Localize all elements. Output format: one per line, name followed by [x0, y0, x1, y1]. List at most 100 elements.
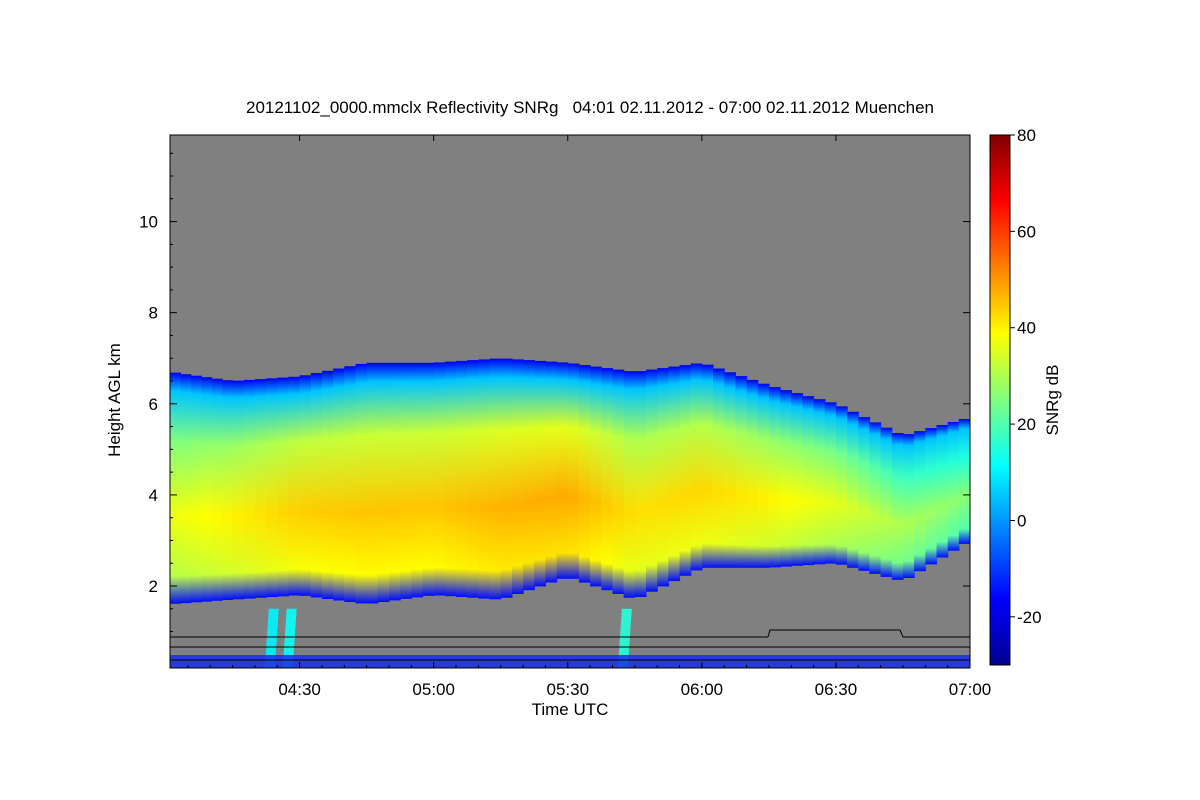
cloud-column — [936, 425, 949, 558]
cloud-column — [511, 359, 524, 594]
cloud-column — [757, 383, 770, 568]
cloud-column — [322, 370, 334, 599]
cloud-column — [925, 428, 938, 565]
colorbar-tick-label: 20 — [1017, 415, 1036, 434]
cloud-column — [891, 433, 904, 580]
cloud-column — [657, 368, 669, 587]
cloud-column — [735, 376, 748, 568]
x-axis: 04:30 05:00 05:30 06:00 06:30 07:00 — [187, 135, 992, 699]
cloud-column — [590, 366, 602, 587]
cloud-column — [201, 377, 213, 602]
cloud-column — [646, 369, 658, 592]
cloud-column — [180, 374, 192, 604]
cloud-column — [478, 359, 491, 599]
plot-frame — [169, 134, 971, 669]
y-tick-label: 2 — [149, 577, 158, 596]
cloud-column — [266, 378, 278, 597]
cloud-column — [243, 379, 256, 599]
cloud-column — [556, 362, 569, 579]
cloud-column — [444, 361, 457, 597]
cloud-layer — [170, 358, 970, 604]
cloud-column — [858, 417, 871, 571]
x-tick-label: 04:30 — [278, 680, 321, 699]
cloud-column — [222, 380, 234, 600]
cloud-column — [366, 362, 379, 604]
cloud-column — [679, 365, 692, 576]
x-tick-label: 06:00 — [681, 680, 724, 699]
cloud-column — [567, 363, 580, 579]
colorbar-tick-label: 40 — [1017, 319, 1036, 338]
cloud-column — [701, 364, 714, 568]
colorbar-tick-label: 60 — [1017, 222, 1036, 241]
cloud-column — [634, 371, 647, 597]
y-tick-label: 4 — [149, 486, 158, 505]
precipitation-streak — [617, 608, 632, 668]
colorbar-gradient — [989, 134, 1011, 666]
x-tick-label: 06:30 — [815, 680, 858, 699]
cloud-column — [411, 362, 424, 598]
precipitation-streak — [264, 608, 279, 668]
y-tick-label: 8 — [149, 304, 158, 323]
cloud-column — [623, 371, 636, 598]
cloud-column — [813, 399, 826, 565]
cloud-column — [377, 362, 390, 602]
cloud-column — [299, 375, 312, 596]
y-tick-label: 10 — [139, 213, 158, 232]
cloud-column — [914, 431, 926, 572]
cloud-column — [724, 372, 736, 568]
cloud-column — [947, 422, 960, 551]
cloud-column — [254, 379, 267, 598]
cloud-column — [355, 363, 368, 604]
cloud-column — [690, 363, 703, 571]
cloud-column — [333, 368, 345, 601]
colorbar: -20 0 20 40 60 80 SNRg dB — [989, 126, 1062, 666]
cloud-column — [958, 419, 970, 544]
cloud-column — [869, 422, 882, 574]
cloud-column — [467, 360, 479, 598]
cloud-column — [389, 362, 401, 601]
colorbar-tick-label: -20 — [1017, 608, 1042, 627]
cloud-column — [835, 406, 848, 565]
cloud-column — [433, 362, 446, 596]
chart-title: 20121102_0000.mmclx Reflectivity SNRg 04… — [246, 98, 934, 117]
cloud-column — [578, 365, 591, 583]
cloud-column — [780, 390, 792, 567]
cloud-column — [880, 427, 893, 577]
x-tick-label: 05:30 — [546, 680, 589, 699]
ground-clutter — [170, 629, 970, 668]
colorbar-tick-label: 0 — [1017, 511, 1026, 530]
y-tick-label: 6 — [149, 395, 158, 414]
cloud-column — [170, 372, 181, 604]
x-tick-label: 05:00 — [412, 680, 455, 699]
cloud-column — [768, 387, 781, 568]
cloud-column — [903, 434, 915, 578]
cloud-column — [534, 360, 546, 587]
cloud-column — [344, 366, 357, 602]
precipitation-streaks — [264, 608, 632, 668]
plot-area — [170, 135, 970, 668]
cloud-column — [489, 358, 502, 600]
cloud-column — [601, 368, 614, 591]
cloud-column — [400, 362, 412, 599]
cloud-column — [713, 368, 725, 568]
cloud-column — [456, 360, 468, 597]
cloud-column — [791, 393, 803, 566]
cloud-column — [824, 402, 837, 564]
y-axis-label: Height AGL km — [105, 343, 124, 457]
colorbar-label: SNRg dB — [1043, 365, 1062, 436]
cloud-column — [746, 379, 759, 568]
cloud-column — [500, 358, 513, 598]
x-tick-label: 07:00 — [949, 680, 992, 699]
cloud-column — [802, 396, 815, 566]
cloud-column — [422, 362, 435, 596]
cloud-column — [232, 380, 245, 600]
cloud-column — [545, 361, 558, 583]
cloud-column — [847, 411, 859, 568]
cloud-column — [277, 377, 290, 597]
cloud-column — [310, 373, 323, 598]
colorbar-tick-label: 80 — [1017, 126, 1036, 145]
cloud-column — [288, 376, 301, 596]
cloud-column — [211, 378, 223, 601]
cloud-column — [190, 375, 202, 603]
